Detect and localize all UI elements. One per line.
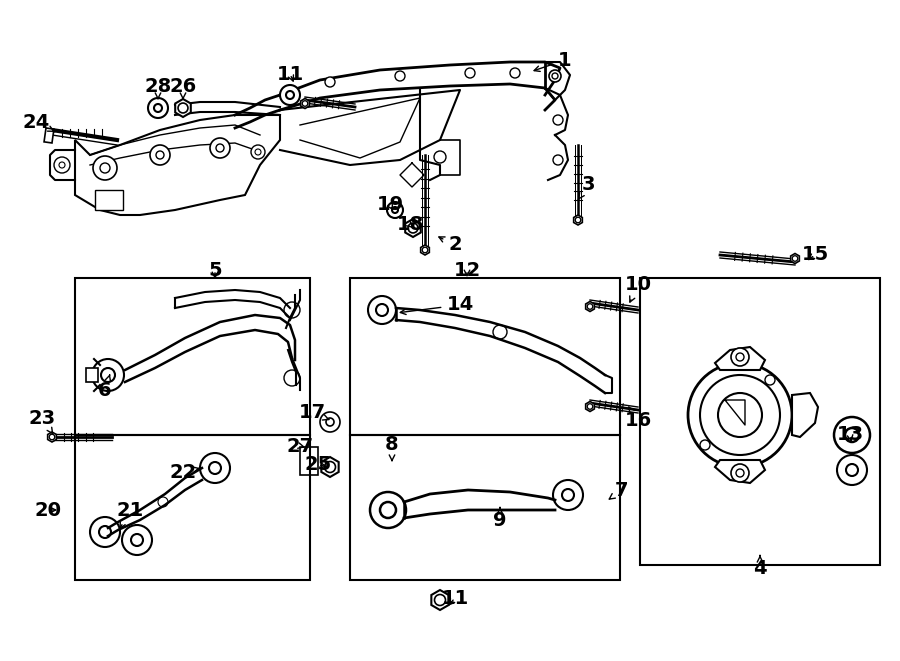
Text: 5: 5 bbox=[208, 260, 221, 280]
Text: 22: 22 bbox=[169, 463, 200, 481]
Polygon shape bbox=[431, 590, 449, 610]
Text: 16: 16 bbox=[625, 407, 652, 430]
Polygon shape bbox=[791, 254, 799, 264]
Circle shape bbox=[731, 348, 749, 366]
Circle shape bbox=[325, 77, 335, 87]
Circle shape bbox=[395, 71, 405, 81]
Circle shape bbox=[510, 68, 520, 78]
Circle shape bbox=[284, 370, 300, 386]
Bar bbox=[86, 368, 98, 382]
Circle shape bbox=[251, 145, 265, 159]
Circle shape bbox=[54, 157, 70, 173]
Text: 15: 15 bbox=[801, 245, 829, 264]
Bar bbox=[75, 435, 310, 580]
Bar bbox=[350, 278, 620, 435]
Bar bbox=[44, 128, 54, 143]
Circle shape bbox=[368, 296, 396, 324]
Circle shape bbox=[320, 412, 340, 432]
Polygon shape bbox=[573, 215, 582, 225]
Circle shape bbox=[93, 156, 117, 180]
Polygon shape bbox=[715, 460, 765, 483]
Text: 24: 24 bbox=[22, 112, 55, 132]
Text: 11: 11 bbox=[276, 65, 303, 83]
Circle shape bbox=[434, 151, 446, 163]
Circle shape bbox=[700, 440, 710, 450]
Circle shape bbox=[553, 480, 583, 510]
Polygon shape bbox=[321, 457, 338, 477]
Text: 3: 3 bbox=[579, 176, 595, 200]
Text: 9: 9 bbox=[493, 508, 507, 529]
Polygon shape bbox=[176, 99, 191, 117]
Circle shape bbox=[731, 464, 749, 482]
Polygon shape bbox=[301, 98, 310, 108]
Polygon shape bbox=[75, 115, 280, 215]
Bar bbox=[75, 278, 310, 435]
Circle shape bbox=[549, 70, 561, 82]
Circle shape bbox=[553, 155, 563, 165]
Text: 8: 8 bbox=[385, 436, 399, 461]
Polygon shape bbox=[420, 245, 429, 255]
Text: 2: 2 bbox=[439, 235, 462, 254]
Text: 21: 21 bbox=[116, 500, 144, 528]
Circle shape bbox=[688, 363, 792, 467]
Text: 4: 4 bbox=[753, 556, 767, 578]
Text: 12: 12 bbox=[454, 260, 481, 280]
Text: 28: 28 bbox=[144, 77, 172, 98]
Polygon shape bbox=[405, 219, 421, 237]
Text: 6: 6 bbox=[98, 375, 112, 399]
Circle shape bbox=[280, 85, 300, 105]
Circle shape bbox=[553, 115, 563, 125]
Circle shape bbox=[90, 517, 120, 547]
Circle shape bbox=[150, 145, 170, 165]
Circle shape bbox=[834, 417, 870, 453]
Text: 10: 10 bbox=[625, 276, 652, 302]
Circle shape bbox=[200, 453, 230, 483]
Text: 7: 7 bbox=[609, 481, 629, 500]
Circle shape bbox=[765, 375, 775, 385]
Polygon shape bbox=[715, 347, 765, 370]
Text: 25: 25 bbox=[304, 455, 331, 475]
Circle shape bbox=[158, 497, 168, 507]
Text: 23: 23 bbox=[29, 408, 56, 434]
Text: 17: 17 bbox=[299, 403, 328, 422]
Circle shape bbox=[370, 492, 406, 528]
Text: 26: 26 bbox=[169, 77, 196, 98]
Circle shape bbox=[493, 325, 507, 339]
Polygon shape bbox=[48, 432, 57, 442]
Bar bbox=[95, 190, 123, 210]
Text: 19: 19 bbox=[376, 196, 403, 215]
Bar bbox=[300, 447, 318, 475]
Circle shape bbox=[284, 302, 300, 318]
Circle shape bbox=[387, 202, 403, 218]
Text: 1: 1 bbox=[534, 50, 572, 71]
Circle shape bbox=[122, 525, 152, 555]
Circle shape bbox=[465, 68, 475, 78]
Bar bbox=[350, 435, 620, 580]
Text: 11: 11 bbox=[441, 588, 469, 607]
Polygon shape bbox=[792, 393, 818, 437]
Polygon shape bbox=[586, 301, 594, 311]
Circle shape bbox=[92, 359, 124, 391]
Circle shape bbox=[837, 455, 867, 485]
Text: 13: 13 bbox=[836, 426, 864, 444]
Bar bbox=[640, 278, 880, 565]
Text: 20: 20 bbox=[34, 500, 61, 520]
Circle shape bbox=[210, 138, 230, 158]
Text: 14: 14 bbox=[400, 295, 473, 315]
Polygon shape bbox=[586, 401, 594, 412]
Circle shape bbox=[148, 98, 168, 118]
Text: 18: 18 bbox=[396, 215, 424, 235]
Text: 27: 27 bbox=[286, 436, 313, 455]
